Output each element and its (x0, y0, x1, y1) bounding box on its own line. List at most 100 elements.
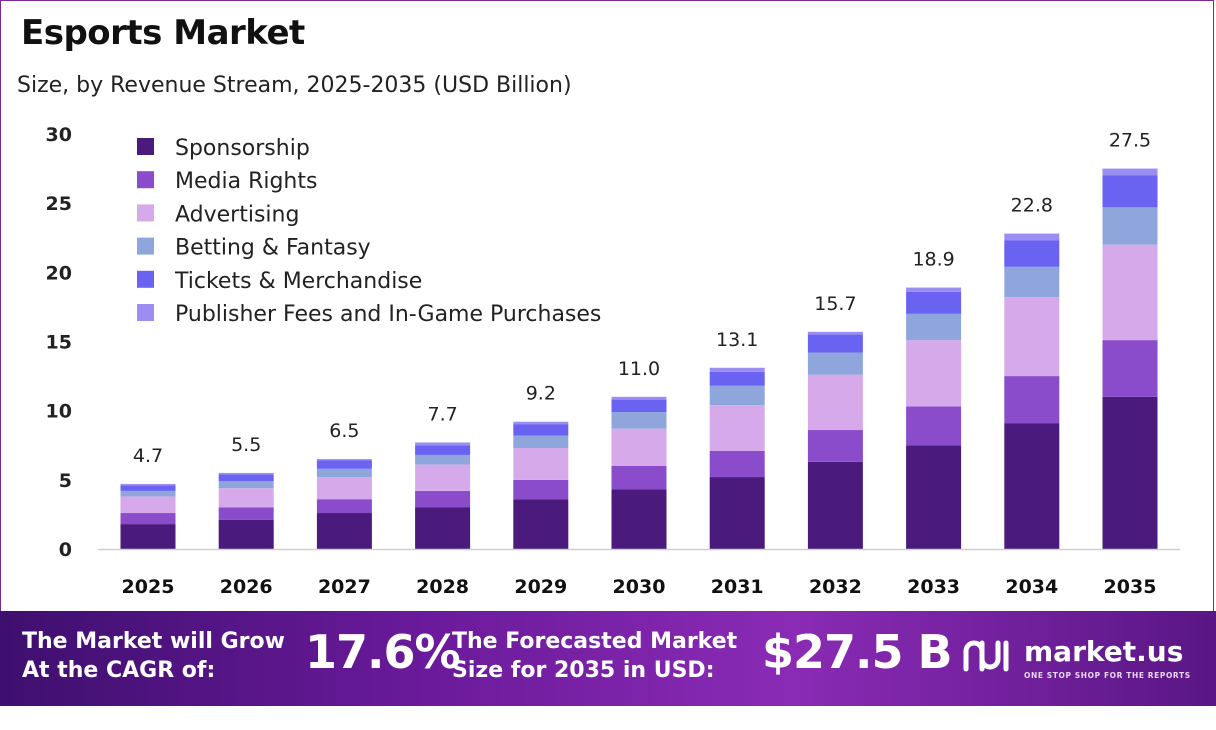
total-data-label: 9.2 (526, 383, 556, 405)
bar-segment (120, 483, 176, 486)
y-tick-label: 5 (59, 470, 72, 492)
bar-segment (415, 507, 471, 549)
bar-segment (1102, 175, 1158, 208)
total-data-label: 5.5 (231, 434, 261, 456)
bar-segment (906, 340, 962, 407)
legend-swatch (137, 171, 154, 189)
total-data-label: 22.8 (1011, 195, 1053, 217)
total-data-label: 7.7 (427, 403, 457, 425)
x-tick-label: 2035 (1104, 576, 1157, 598)
bar-segment (120, 496, 176, 514)
bar-segment (316, 460, 372, 469)
market-us-logo[interactable]: market.us ONE STOP SHOP FOR THE REPORTS (962, 635, 1202, 683)
bar-segment (316, 499, 372, 514)
bar-segment (1102, 168, 1158, 176)
legend-swatch (137, 270, 154, 288)
bar-segment (513, 479, 569, 500)
bar-segment (218, 519, 274, 549)
legend-swatch (137, 304, 154, 321)
legend-label: Tickets & Merchandise (174, 269, 422, 294)
bar-segment (120, 485, 176, 491)
bar-segment (807, 374, 863, 431)
bar-segment (906, 287, 962, 292)
bars-group: 4.7 5.5 6.5 7.7 9.2 11.0 13.1 15.7 18.9 22.8 27.5 (120, 130, 1158, 549)
bar-segment (218, 472, 274, 475)
bar-segment (906, 291, 962, 314)
bar-segment (1004, 376, 1060, 424)
y-tick-label: 20 (46, 262, 72, 284)
legend-label: Advertising (175, 202, 299, 227)
total-data-label: 4.7 (133, 445, 163, 467)
bar-segment (709, 385, 765, 406)
y-tick-label: 25 (46, 193, 72, 215)
legend-label: Betting & Fantasy (175, 236, 371, 261)
bar-segment (513, 435, 569, 449)
x-tick-label: 2034 (1005, 576, 1058, 598)
y-tick-label: 10 (46, 401, 72, 423)
bar-segment (316, 468, 372, 478)
y-tick-label: 0 (59, 539, 72, 561)
x-tick-label: 2029 (514, 576, 567, 598)
logo-tagline: ONE STOP SHOP FOR THE REPORTS (1024, 671, 1191, 680)
bar-segment (513, 448, 569, 480)
legend-swatch (137, 138, 154, 155)
forecast-value: $27.5 B (762, 625, 953, 679)
legend-swatch (137, 237, 154, 255)
bar-segment (1004, 233, 1060, 241)
bar-segment (415, 490, 471, 508)
bar-segment (415, 445, 471, 455)
bar-segment (807, 461, 863, 549)
total-data-label: 27.5 (1109, 130, 1151, 152)
bar-segment (218, 481, 274, 489)
bar-segment (611, 489, 667, 549)
bar-segment (906, 313, 962, 341)
cagr-label: The Market will Grow At the CAGR of: (22, 629, 285, 683)
total-data-label: 15.7 (814, 293, 856, 315)
x-tick-label: 2032 (809, 576, 862, 598)
x-tick-label: 2031 (711, 576, 764, 598)
bar-segment (709, 371, 765, 386)
x-tick-label: 2027 (318, 576, 371, 598)
forecast-label: The Forecasted Market Size for 2035 in U… (452, 629, 738, 683)
bar-segment (807, 334, 863, 353)
bar-segment (120, 513, 176, 525)
bar-segment (906, 406, 962, 446)
bar-segment (611, 466, 667, 490)
x-tick-label: 2033 (907, 576, 960, 598)
chart-title: Esports Market (21, 13, 305, 53)
bar-segment (1004, 266, 1060, 298)
footer-banner: The Market will Grow At the CAGR of: 17.… (0, 611, 1216, 706)
bar-segment (415, 464, 471, 491)
bar-segment (513, 424, 569, 436)
total-data-label: 11.0 (618, 358, 660, 380)
bar-segment (415, 454, 471, 465)
x-axis: 2025 2026 2027 2028 2029 2030 2031 2032 2033 2034… (98, 548, 1180, 598)
bar-segment (120, 490, 176, 497)
bar-segment (1004, 297, 1060, 377)
bar-segment (611, 396, 667, 400)
chart-subtitle: Size, by Revenue Stream, 2025-2035 (USD … (17, 73, 572, 98)
y-tick-label: 15 (46, 332, 72, 354)
bar-segment (611, 428, 667, 466)
bar-segment (1102, 340, 1158, 397)
bar-segment (120, 524, 176, 549)
cagr-value: 17.6% (305, 625, 461, 679)
legend: Sponsorship Media Rights Advertising Bettin… (137, 136, 601, 327)
bar-segment (218, 507, 274, 520)
bar-segment (807, 430, 863, 462)
total-data-label: 13.1 (716, 329, 758, 351)
bar-segment (709, 477, 765, 549)
bar-segment (709, 450, 765, 478)
bar-segment (709, 367, 765, 372)
bar-segment (1004, 240, 1060, 267)
total-data-label: 6.5 (329, 420, 359, 442)
bar-segment (316, 477, 372, 500)
bar-segment (316, 513, 372, 549)
legend-label: Publisher Fees and In-Game Purchases (175, 302, 601, 327)
bar-segment (218, 474, 274, 482)
x-tick-label: 2030 (613, 576, 666, 598)
legend-label: Sponsorship (175, 136, 310, 161)
bar-segment (1102, 244, 1158, 341)
bar-segment (709, 405, 765, 451)
